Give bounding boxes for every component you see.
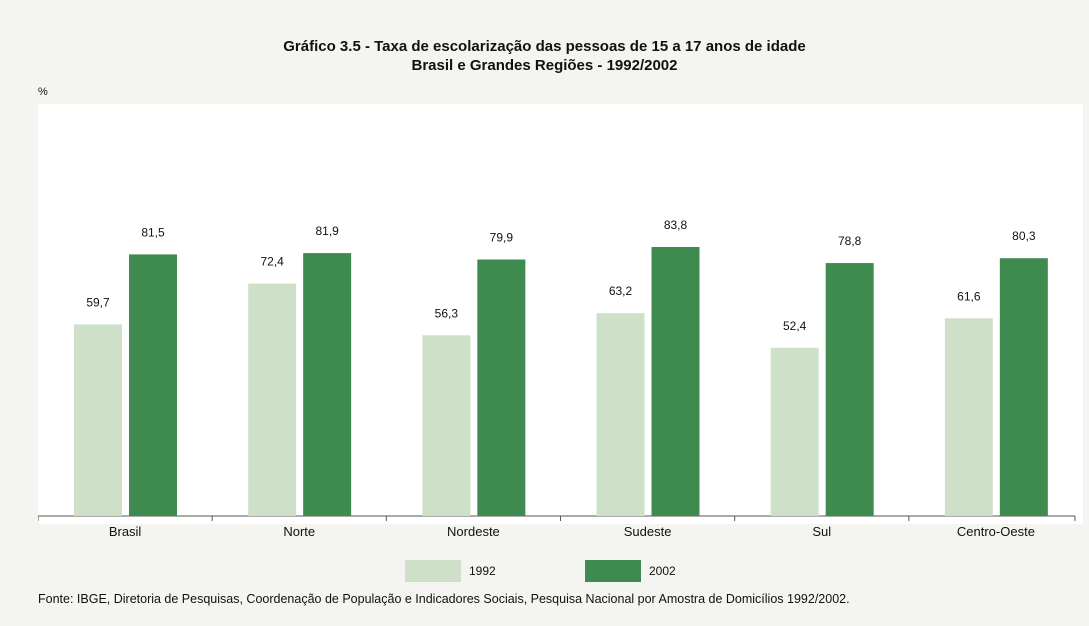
bar-1992-centro-oeste: [944, 318, 993, 516]
bar-1992-sul: [770, 347, 819, 516]
data-label-1992-sul: 52,4: [783, 319, 807, 333]
chart-title: Gráfico 3.5 - Taxa de escolarização das …: [283, 38, 806, 55]
data-label-1992-nordeste: 56,3: [435, 306, 459, 320]
legend-swatch-1992: [405, 560, 461, 582]
source-note: Fonte: IBGE, Diretoria de Pesquisas, Coo…: [38, 592, 850, 606]
data-label-2002-brasil: 81,5: [141, 225, 165, 239]
bar-1992-nordeste: [422, 335, 471, 516]
data-label-2002-sudeste: 83,8: [664, 218, 688, 232]
bar-1992-norte: [248, 283, 297, 516]
bar-1992-brasil: [74, 324, 122, 516]
data-label-1992-norte: 72,4: [260, 255, 284, 269]
x-tick-label-norte: Norte: [283, 524, 315, 536]
x-tick-label-sul: Sul: [812, 524, 831, 536]
x-tick-label-nordeste: Nordeste: [447, 524, 500, 536]
plot-area: 59,7 81,5 Brasil 72,4 81,9 Norte 56,3 79,9 Norde…: [38, 104, 1083, 536]
data-label-2002-centro-oeste: 80,3: [1012, 229, 1036, 243]
bar-2002-sul: [825, 263, 874, 516]
bar-1992-sudeste: [596, 313, 645, 516]
bar-chart: 59,7 81,5 Brasil 72,4 81,9 Norte 56,3 79,9 Norde…: [38, 218, 1076, 536]
legend-label-1992: 1992: [469, 564, 496, 578]
bar-2002-sudeste: [651, 247, 700, 516]
data-label-2002-sul: 78,8: [838, 234, 862, 248]
data-label-2002-nordeste: 79,9: [490, 231, 514, 245]
data-label-2002-norte: 81,9: [315, 224, 339, 238]
x-tick-label-sudeste: Sudeste: [624, 524, 672, 536]
legend-label-2002: 2002: [649, 564, 676, 578]
bar-2002-brasil: [129, 254, 177, 516]
bar-2002-norte: [303, 253, 352, 516]
data-label-1992-centro-oeste: 61,6: [957, 289, 981, 303]
bar-2002-nordeste: [477, 259, 526, 516]
data-label-1992-brasil: 59,7: [86, 295, 110, 309]
x-tick-label-brasil: Brasil: [109, 524, 142, 536]
legend-swatch-2002: [585, 560, 641, 582]
y-axis-unit-label: %: [38, 86, 48, 98]
x-tick-label-centro-oeste: Centro-Oeste: [957, 524, 1035, 536]
chart-subtitle: Brasil e Grandes Regiões - 1992/2002: [411, 57, 678, 74]
data-label-1992-sudeste: 63,2: [609, 284, 633, 298]
bar-2002-centro-oeste: [999, 258, 1048, 516]
